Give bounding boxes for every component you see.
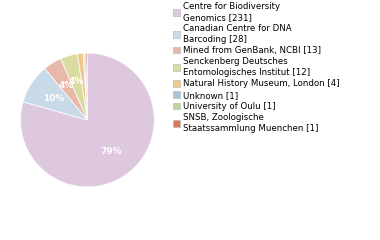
Text: 4%: 4% xyxy=(59,81,74,90)
Wedge shape xyxy=(83,53,87,120)
Wedge shape xyxy=(86,53,87,120)
Wedge shape xyxy=(21,53,154,187)
Wedge shape xyxy=(45,59,87,120)
Wedge shape xyxy=(78,53,87,120)
Text: 79%: 79% xyxy=(101,148,122,156)
Legend: Centre for Biodiversity
Genomics [231], Canadian Centre for DNA
Barcoding [28], : Centre for Biodiversity Genomics [231], … xyxy=(173,2,340,133)
Wedge shape xyxy=(23,68,87,120)
Wedge shape xyxy=(61,54,87,120)
Text: 10%: 10% xyxy=(43,94,65,102)
Wedge shape xyxy=(84,53,87,120)
Text: 4%: 4% xyxy=(69,77,84,86)
